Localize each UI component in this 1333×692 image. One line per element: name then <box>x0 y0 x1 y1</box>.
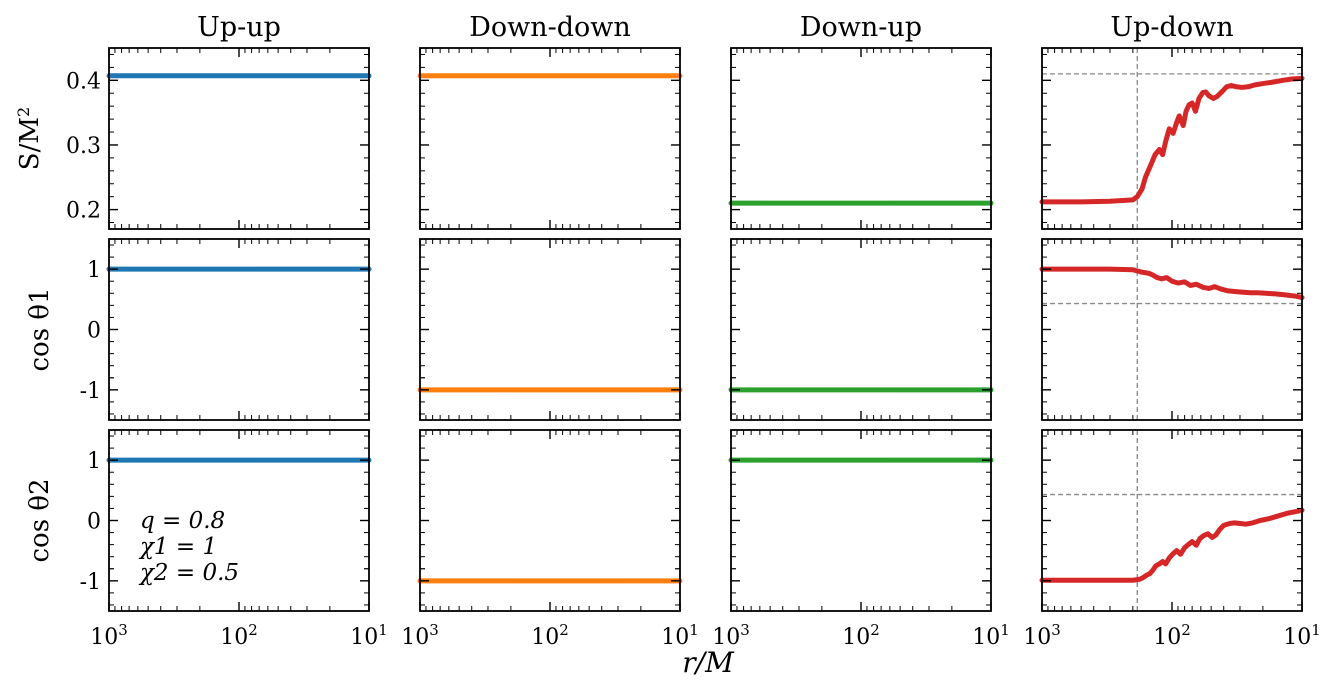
x-tick-label-c1-0: 103 <box>401 621 439 650</box>
annotation-line-1: χ1 = 1 <box>138 534 217 560</box>
panel-frame-r1-c2 <box>730 238 992 421</box>
panel-frame-r1-c3 <box>1041 238 1303 421</box>
column-title-0: Up-up <box>197 12 281 43</box>
y-tick-label-r1-2: 1 <box>87 258 101 283</box>
panel-frame-r1-c1 <box>419 238 681 421</box>
panel-frame-r2-c1 <box>419 429 681 612</box>
y-axis-label-1: cos θ1 <box>25 287 55 371</box>
annotation-line-0: q = 0.8 <box>140 508 225 534</box>
y-tick-label-r0-0: 0.2 <box>66 199 101 224</box>
series-line-10 <box>1039 266 1305 301</box>
x-axis-label: r/M <box>682 646 735 679</box>
x-tick-label-c3-2: 101 <box>1283 621 1321 650</box>
x-tick-label-c3-0: 103 <box>1023 621 1061 650</box>
y-axis-label-2: cos θ2 <box>25 478 55 562</box>
panel-frame-r2-c2 <box>730 429 992 612</box>
y-tick-label-r1-0: -1 <box>80 379 101 404</box>
y-tick-label-r1-1: 0 <box>87 319 101 344</box>
column-title-2: Down-up <box>800 12 922 43</box>
annotation-line-2: χ2 = 0.5 <box>138 560 239 586</box>
y-tick-label-r2-2: 1 <box>87 449 101 474</box>
series-line-9 <box>1039 75 1305 205</box>
y-axis-label-0: S/M2 <box>14 107 45 170</box>
column-title-3: Up-down <box>1110 12 1233 43</box>
x-tick-label-c2-2: 101 <box>972 621 1010 650</box>
y-tick-label-r0-2: 0.4 <box>66 69 101 94</box>
x-tick-label-c1-1: 102 <box>531 621 569 650</box>
series-line-11 <box>1039 507 1305 583</box>
column-title-1: Down-down <box>469 12 631 43</box>
x-tick-label-c0-2: 101 <box>350 621 388 650</box>
panel-frame-r1-c0 <box>108 238 370 421</box>
x-tick-label-c2-1: 102 <box>842 621 880 650</box>
x-tick-label-c0-0: 103 <box>90 621 128 650</box>
y-tick-label-r2-1: 0 <box>87 510 101 535</box>
x-tick-label-c1-2: 101 <box>661 621 699 650</box>
x-tick-label-c0-1: 102 <box>220 621 258 650</box>
y-tick-label-r2-0: -1 <box>80 570 101 595</box>
x-tick-label-c2-0: 103 <box>712 621 750 650</box>
x-tick-label-c3-1: 102 <box>1153 621 1191 650</box>
y-tick-label-r0-1: 0.3 <box>66 134 101 159</box>
